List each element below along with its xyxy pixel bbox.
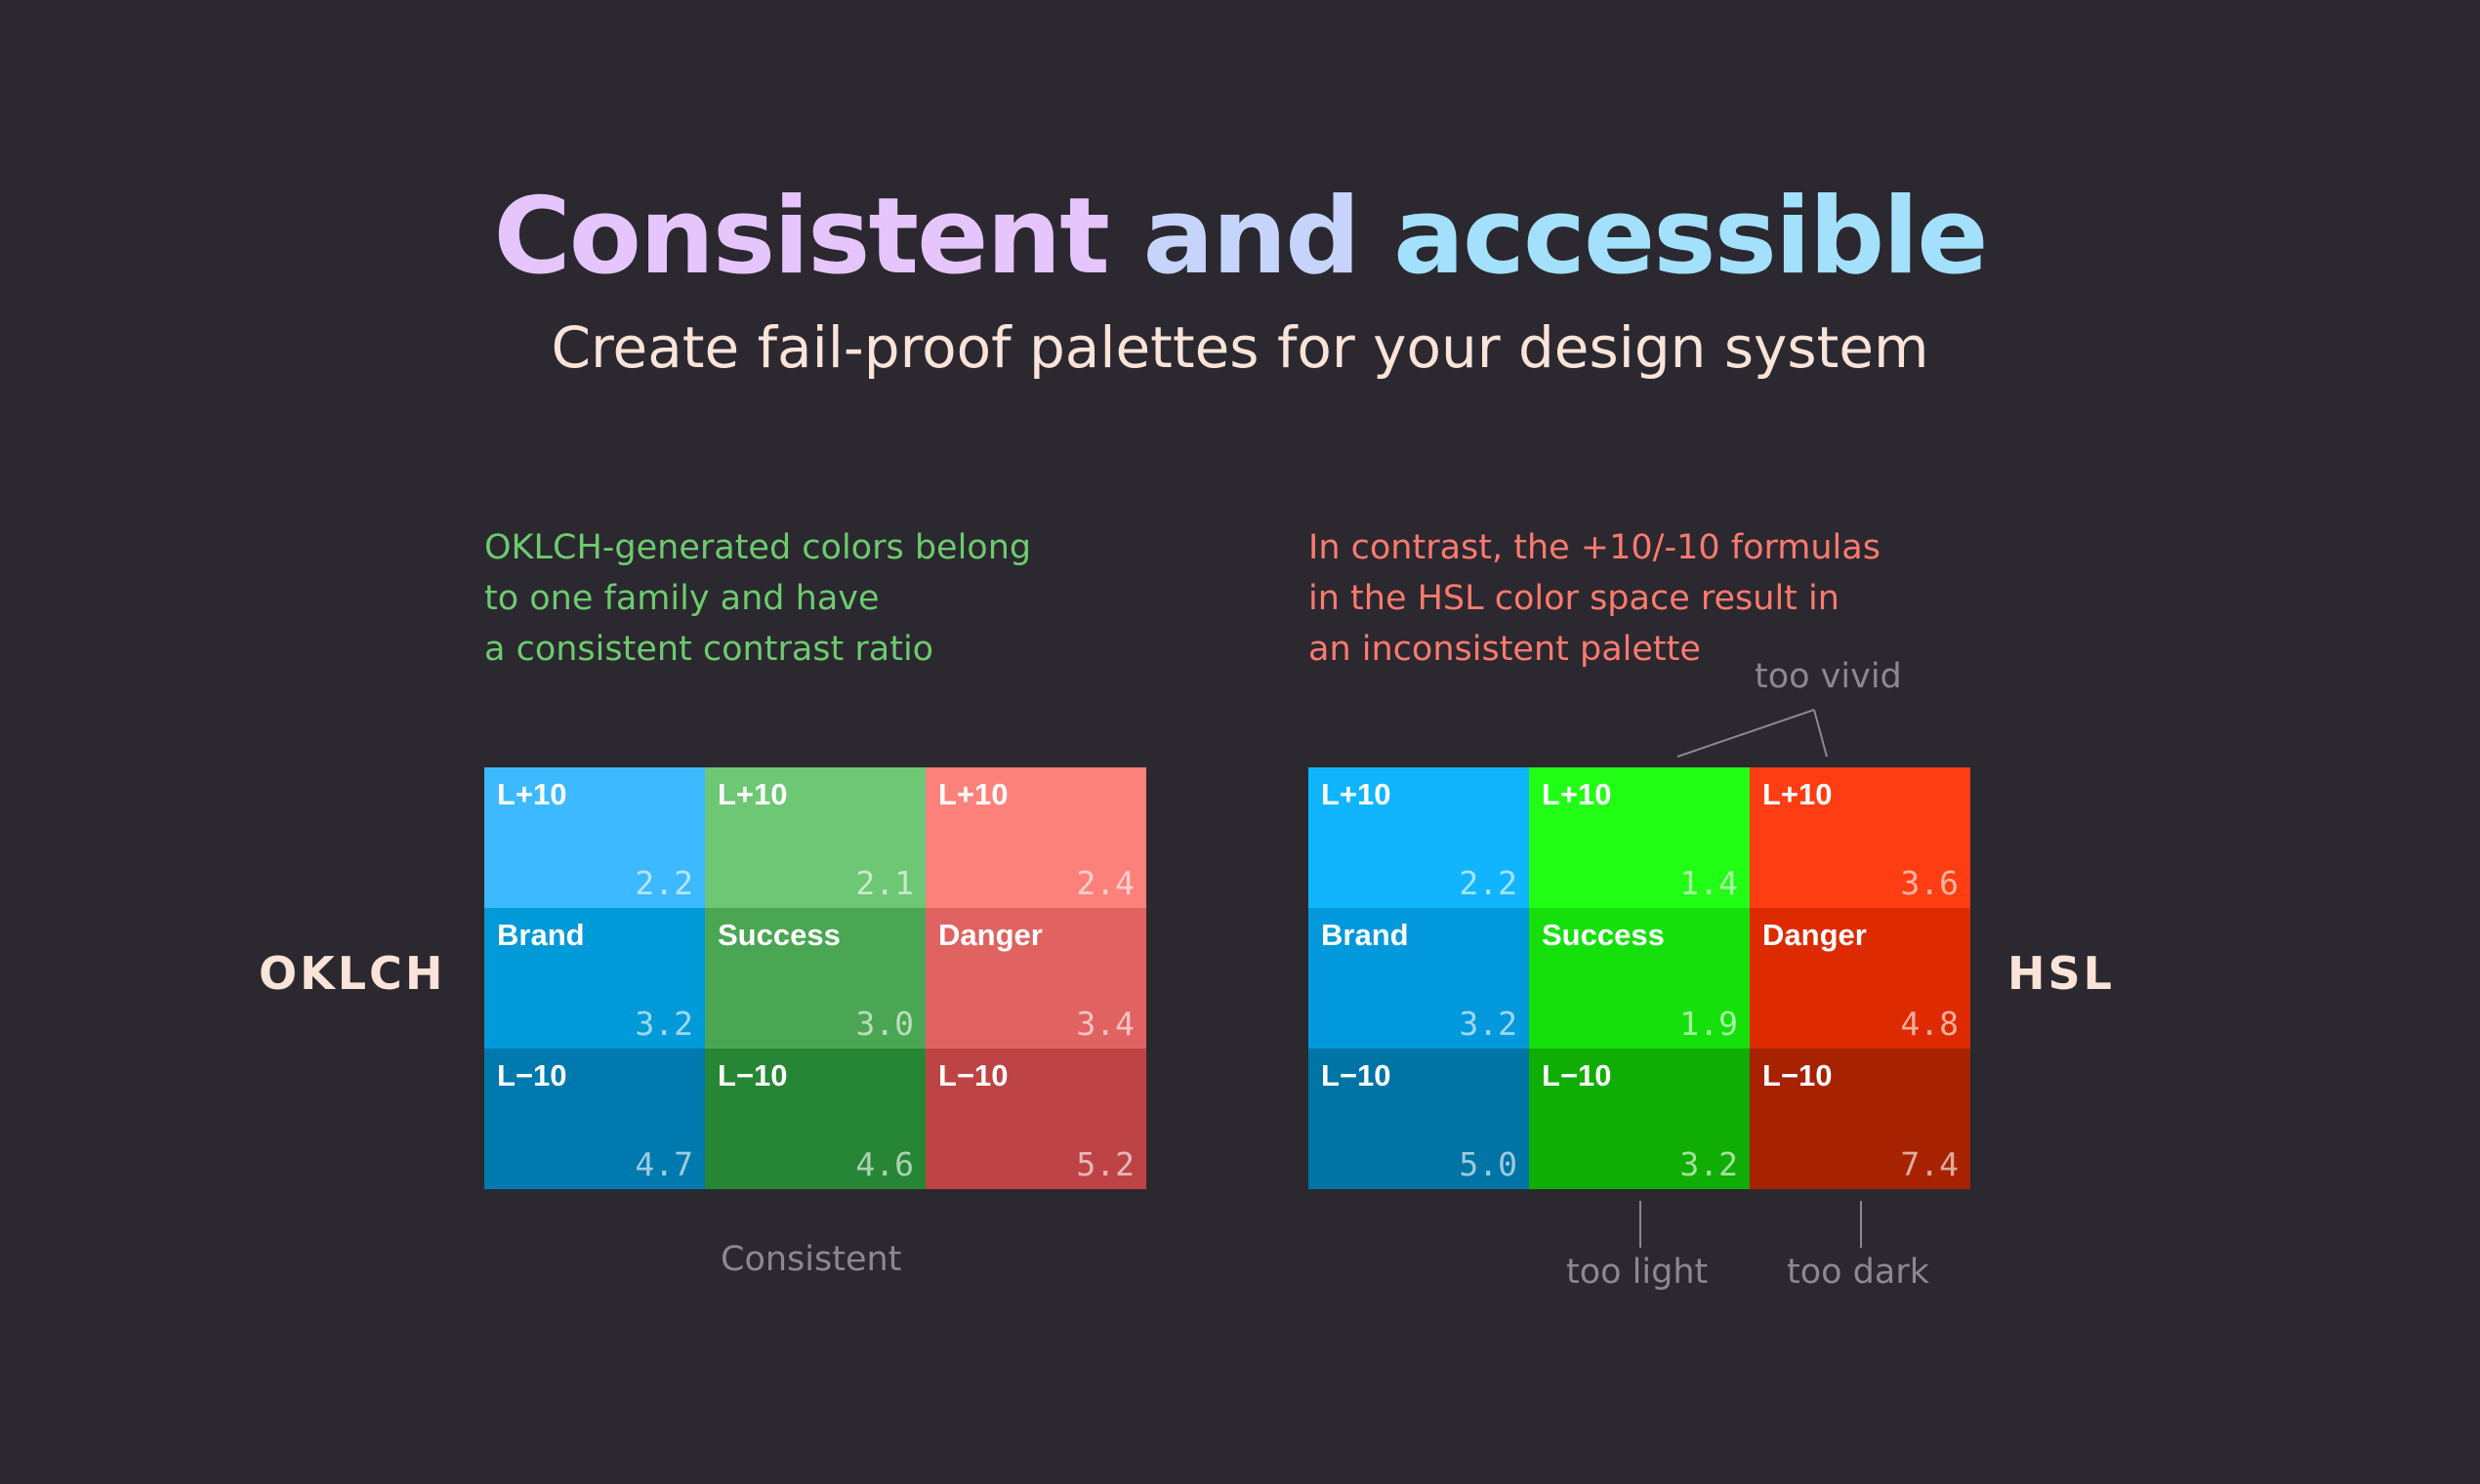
contrast-ratio: 3.6 bbox=[1900, 864, 1959, 902]
palette-swatch: L+10 1.4 bbox=[1529, 767, 1750, 908]
swatch-label: Success bbox=[718, 918, 841, 952]
palette-swatch: Danger 3.4 bbox=[926, 908, 1146, 1049]
contrast-ratio: 4.6 bbox=[855, 1145, 914, 1183]
contrast-ratio: 3.4 bbox=[1076, 1005, 1135, 1043]
hsl-label: HSL bbox=[2007, 947, 2115, 1000]
page-title: Consistent and accessible bbox=[0, 176, 2480, 298]
too-dark-note: too dark bbox=[1787, 1253, 1929, 1292]
palette-swatch: L−10 4.7 bbox=[484, 1049, 705, 1189]
hsl-description-line: In contrast, the +10/-10 formulas bbox=[1308, 528, 1881, 567]
contrast-ratio: 2.1 bbox=[855, 864, 914, 902]
too-light-note: too light bbox=[1566, 1253, 1709, 1292]
swatch-label: L+10 bbox=[1762, 777, 1833, 811]
swatch-label: L+10 bbox=[938, 777, 1009, 811]
palette-swatch: L−10 3.2 bbox=[1529, 1049, 1750, 1189]
too-vivid-note: too vivid bbox=[1755, 657, 1902, 696]
contrast-ratio: 2.2 bbox=[635, 864, 693, 902]
palette-swatch: Danger 4.8 bbox=[1750, 908, 1970, 1049]
hsl-description-line: an inconsistent palette bbox=[1308, 630, 1701, 669]
palette-swatch: L+10 2.2 bbox=[1308, 767, 1529, 908]
palette-swatch: L−10 5.2 bbox=[926, 1049, 1146, 1189]
hsl-description: In contrast, the +10/-10 formulas in the… bbox=[1308, 522, 1914, 675]
title-word-accessible: accessible bbox=[1393, 176, 1988, 298]
vivid-pointer-line bbox=[1676, 709, 1815, 758]
palette-swatch: L−10 5.0 bbox=[1308, 1049, 1529, 1189]
swatch-label: Success bbox=[1542, 918, 1665, 952]
contrast-ratio: 7.4 bbox=[1900, 1145, 1959, 1183]
swatch-label: Danger bbox=[938, 918, 1043, 952]
palette-swatch: L+10 3.6 bbox=[1750, 767, 1970, 908]
swatch-label: L−10 bbox=[1542, 1058, 1612, 1092]
swatch-label: L+10 bbox=[718, 777, 788, 811]
swatch-label: Danger bbox=[1762, 918, 1867, 952]
palette-swatch: Brand 3.2 bbox=[484, 908, 705, 1049]
swatch-label: Brand bbox=[1321, 918, 1409, 952]
swatch-label: L+10 bbox=[1321, 777, 1391, 811]
palette-swatch: Brand 3.2 bbox=[1308, 908, 1529, 1049]
swatch-label: L−10 bbox=[1321, 1058, 1391, 1092]
page-subtitle: Create fail-proof palettes for your desi… bbox=[551, 314, 1929, 381]
contrast-ratio: 1.4 bbox=[1679, 864, 1738, 902]
oklch-description-line: a consistent contrast ratio bbox=[484, 630, 934, 669]
palette-swatch: Success 1.9 bbox=[1529, 908, 1750, 1049]
palette-swatch: L+10 2.2 bbox=[484, 767, 705, 908]
oklch-palette-grid: L+10 2.2 L+10 2.1 L+10 2.4 Brand 3.2 Success 3.0 D… bbox=[484, 767, 1146, 1189]
palette-swatch: L−10 7.4 bbox=[1750, 1049, 1970, 1189]
oklch-description-line: to one family and have bbox=[484, 579, 880, 618]
oklch-description-line: OKLCH-generated colors belong bbox=[484, 528, 1032, 567]
contrast-ratio: 3.0 bbox=[855, 1005, 914, 1043]
contrast-ratio: 3.2 bbox=[635, 1005, 693, 1043]
consistent-caption: Consistent bbox=[721, 1240, 902, 1279]
contrast-ratio: 3.2 bbox=[1459, 1005, 1517, 1043]
vivid-pointer-line bbox=[1813, 709, 1828, 758]
contrast-ratio: 2.2 bbox=[1459, 864, 1517, 902]
swatch-label: L−10 bbox=[938, 1058, 1009, 1092]
swatch-label: L+10 bbox=[497, 777, 567, 811]
title-word-and: and bbox=[1142, 176, 1360, 298]
hsl-description-line: in the HSL color space result in bbox=[1308, 579, 1839, 618]
oklch-label: OKLCH bbox=[259, 947, 446, 1000]
swatch-label: L−10 bbox=[497, 1058, 567, 1092]
hsl-palette-grid: L+10 2.2 L+10 1.4 L+10 3.6 Brand 3.2 Success 1.9 D… bbox=[1308, 767, 1970, 1189]
contrast-ratio: 5.2 bbox=[1076, 1145, 1135, 1183]
palette-swatch: L+10 2.1 bbox=[705, 767, 926, 908]
palette-swatch: Success 3.0 bbox=[705, 908, 926, 1049]
contrast-ratio: 4.7 bbox=[635, 1145, 693, 1183]
swatch-label: L−10 bbox=[718, 1058, 788, 1092]
contrast-ratio: 2.4 bbox=[1076, 864, 1135, 902]
palette-swatch: L−10 4.6 bbox=[705, 1049, 926, 1189]
swatch-label: L+10 bbox=[1542, 777, 1612, 811]
title-word-consistent: Consistent bbox=[493, 176, 1110, 298]
contrast-ratio: 5.0 bbox=[1459, 1145, 1517, 1183]
palette-swatch: L+10 2.4 bbox=[926, 767, 1146, 908]
contrast-ratio: 3.2 bbox=[1679, 1145, 1738, 1183]
contrast-ratio: 1.9 bbox=[1679, 1005, 1738, 1043]
contrast-ratio: 4.8 bbox=[1900, 1005, 1959, 1043]
swatch-label: L−10 bbox=[1762, 1058, 1833, 1092]
swatch-label: Brand bbox=[497, 918, 585, 952]
oklch-description: OKLCH-generated colors belong to one fam… bbox=[484, 522, 1090, 675]
